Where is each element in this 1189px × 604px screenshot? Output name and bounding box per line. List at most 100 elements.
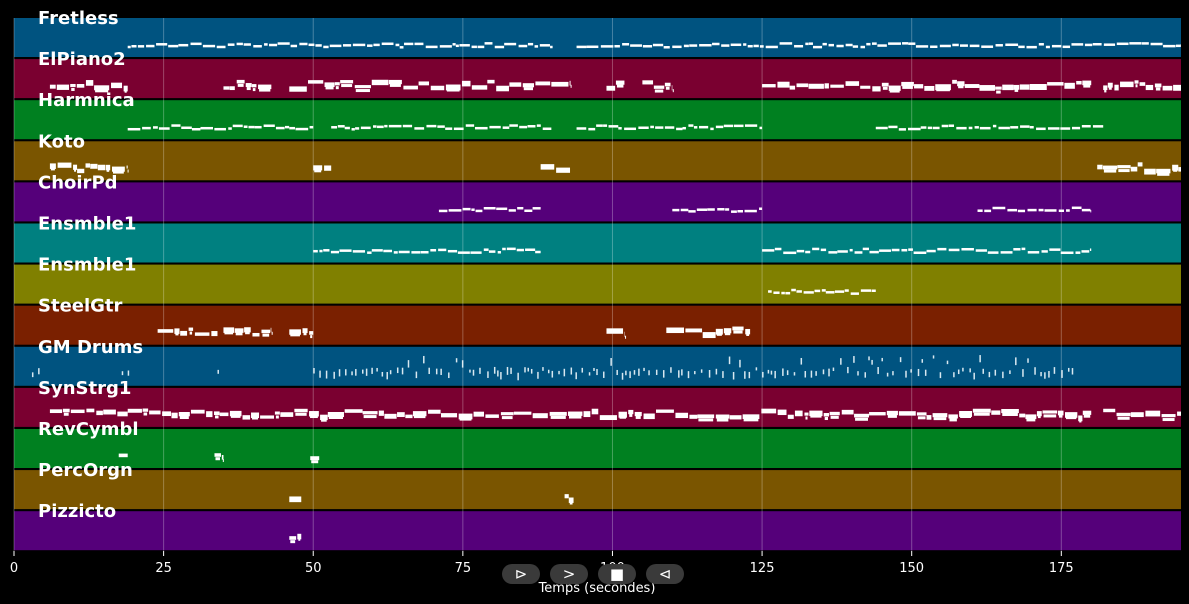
note [556, 167, 571, 173]
rewind-button[interactable]: ⊲ [646, 564, 684, 584]
note [841, 409, 854, 415]
note [849, 248, 853, 252]
note [699, 125, 709, 129]
note [388, 79, 402, 85]
note [824, 83, 829, 89]
drum-hit [217, 369, 219, 374]
note [85, 163, 91, 168]
track-band [14, 141, 1181, 181]
drum-hit [448, 372, 450, 379]
note [344, 409, 363, 413]
note [412, 411, 427, 417]
note [812, 45, 823, 49]
track-label: SteelGtr [38, 296, 123, 317]
note [335, 86, 339, 90]
note [664, 126, 675, 129]
note [664, 82, 671, 87]
drum-hit [497, 370, 499, 377]
note [872, 42, 877, 45]
note [294, 408, 308, 413]
note [483, 248, 489, 251]
note [948, 414, 958, 419]
drum-hit [782, 368, 784, 376]
note [888, 85, 901, 91]
note [175, 332, 179, 336]
note [1007, 208, 1018, 212]
note-segment [762, 355, 1074, 380]
note [70, 409, 85, 414]
drum-hit [886, 372, 889, 377]
note [932, 413, 948, 418]
note-segment [49, 80, 128, 93]
note [393, 251, 398, 254]
drum-hit [333, 371, 335, 379]
note [1090, 209, 1092, 213]
note [638, 126, 649, 129]
tick-label: 175 [1049, 561, 1074, 576]
drum-hit [351, 371, 353, 376]
note-segment [289, 328, 314, 339]
track-label: Koto [38, 131, 85, 152]
note [1137, 162, 1143, 167]
note [190, 42, 202, 46]
drum-hit [969, 368, 971, 373]
drum-hit [662, 370, 665, 378]
note [263, 124, 275, 127]
note [280, 412, 294, 417]
drum-hit [633, 370, 636, 375]
note [445, 127, 453, 130]
note-segment [331, 124, 552, 131]
note [1025, 414, 1037, 420]
note [252, 88, 256, 92]
note [137, 45, 145, 48]
note [418, 81, 430, 86]
note-segment [31, 368, 40, 378]
note [488, 250, 496, 253]
note [532, 207, 541, 210]
drum-hit [708, 369, 711, 378]
note [1178, 167, 1181, 172]
note [915, 45, 929, 48]
note [551, 81, 569, 87]
note [445, 84, 461, 91]
note-segment [642, 80, 674, 93]
note [49, 409, 63, 414]
drum-hit [678, 370, 680, 378]
note [869, 250, 879, 254]
drum-hit [558, 370, 560, 375]
track-band [14, 305, 1181, 345]
note [344, 126, 350, 130]
drum-hit [371, 367, 373, 374]
note [1173, 168, 1178, 172]
note [157, 329, 174, 333]
note [489, 125, 501, 129]
tick-label: 50 [305, 561, 322, 576]
note [171, 412, 178, 419]
note [737, 210, 743, 213]
drum-hit [510, 367, 512, 374]
note [258, 84, 272, 90]
stop-button[interactable]: ■ [598, 564, 636, 584]
note [448, 209, 462, 212]
note [927, 126, 933, 130]
note [171, 124, 181, 127]
note [331, 126, 338, 129]
note [502, 126, 510, 129]
note [781, 291, 785, 295]
note [127, 45, 131, 49]
note [725, 208, 730, 211]
note [260, 415, 274, 419]
note [829, 411, 840, 416]
note [190, 409, 205, 414]
next-button[interactable]: > [550, 564, 588, 584]
note [290, 333, 300, 337]
note [76, 84, 85, 88]
note [747, 44, 753, 48]
note [1047, 82, 1064, 86]
drum-hit [325, 370, 328, 379]
note [1102, 165, 1118, 170]
note [1014, 88, 1019, 92]
note [837, 250, 848, 253]
note [881, 82, 889, 87]
play-forward-button[interactable]: ⊳ [502, 564, 540, 584]
